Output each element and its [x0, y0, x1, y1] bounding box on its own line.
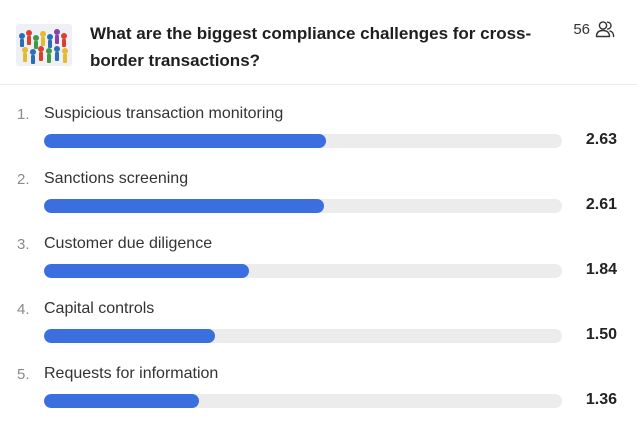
users-icon — [595, 21, 615, 38]
rank-score: 1.50 — [585, 326, 617, 343]
rank-number: 2. — [17, 171, 30, 188]
score-bar-fill — [44, 199, 324, 213]
score-bar-track — [44, 199, 562, 213]
score-bar-fill — [44, 264, 249, 278]
rank-label: Suspicious transaction monitoring — [44, 105, 284, 122]
rank-number: 1. — [17, 106, 30, 123]
crowd-figurines-image — [16, 24, 72, 66]
rank-label: Requests for information — [44, 365, 219, 382]
question-title: What are the biggest compliance challeng… — [90, 24, 532, 70]
rank-number: 5. — [17, 366, 30, 383]
ranking-item: 5. Requests for information 1.36 — [0, 360, 637, 425]
rank-label: Customer due diligence — [44, 235, 213, 252]
participants-count[interactable]: 56 — [573, 20, 615, 38]
ranking-item: 3. Customer due diligence 1.84 — [0, 230, 637, 295]
score-bar-fill — [44, 134, 327, 148]
rank-score: 1.36 — [585, 391, 617, 408]
ranking-item: 1. Suspicious transaction monitoring 2.63 — [0, 100, 637, 165]
ranking-item: 2. Sanctions screening 2.61 — [0, 165, 637, 230]
rank-label: Sanctions screening — [44, 170, 189, 187]
score-bar-fill — [44, 329, 215, 343]
question-header: What are the biggest compliance challeng… — [0, 0, 637, 85]
rank-label: Capital controls — [44, 300, 155, 317]
ranking-item: 4. Capital controls 1.50 — [0, 295, 637, 360]
rank-score: 2.61 — [585, 196, 617, 213]
question-thumbnail — [16, 24, 72, 66]
score-bar-fill — [44, 394, 200, 408]
score-bar-track — [44, 264, 562, 278]
score-bar-track — [44, 134, 562, 148]
rank-score: 1.84 — [585, 261, 617, 278]
rank-number: 3. — [17, 236, 30, 253]
score-bar-track — [44, 329, 562, 343]
ranking-list: 1. Suspicious transaction monitoring 2.63 2… — [0, 100, 637, 425]
rank-score: 2.63 — [585, 131, 617, 148]
score-bar-track — [44, 394, 562, 408]
participants-count-value: 56 — [573, 20, 590, 38]
rank-number: 4. — [17, 301, 30, 318]
